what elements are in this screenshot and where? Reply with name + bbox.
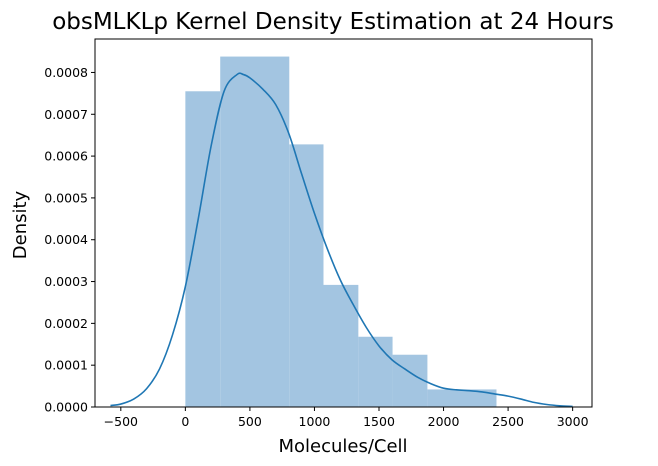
y-tick-label: 0.0004 (44, 232, 88, 247)
histogram-bar-1 (220, 56, 290, 408)
x-tick-label: 3000 (557, 414, 589, 429)
kde-curve (110, 72, 573, 408)
x-tick-label: 1000 (299, 414, 331, 429)
histogram-bar-2 (289, 144, 324, 407)
histogram-bars (185, 56, 497, 408)
x-tick-label: 500 (238, 414, 262, 429)
histogram-bar-3 (323, 284, 359, 407)
x-tick-label: 2500 (492, 414, 524, 429)
y-axis-ticks: 0.0000 0.0001 0.0002 0.0003 0.0004 0.0005 0.00… (44, 65, 95, 415)
y-tick-label: 0.0001 (44, 358, 88, 373)
histogram-bar-6 (427, 389, 497, 407)
histogram-bar-0 (185, 91, 221, 407)
y-tick-label: 0.0002 (44, 316, 88, 331)
histogram-bar-4 (358, 336, 393, 407)
chart-title: obsMLKLp Kernel Density Estimation at 24… (52, 9, 614, 35)
y-tick-label: 0.0006 (44, 149, 88, 164)
histogram-bar-5 (392, 354, 428, 407)
y-tick-label: 0.0008 (44, 65, 88, 80)
x-axis-ticks: −500 0 500 1000 1500 2000 2500 3000 (104, 407, 589, 429)
y-axis-title: Density (10, 190, 31, 259)
x-tick-label: 2000 (428, 414, 460, 429)
x-tick-label: −500 (104, 414, 138, 429)
x-tick-label: 1500 (363, 414, 395, 429)
x-tick-label: 0 (181, 414, 189, 429)
y-tick-label: 0.0007 (44, 107, 88, 122)
y-tick-label: 0.0003 (44, 274, 88, 289)
plot-frame (94, 38, 593, 408)
x-axis-title: Molecules/Cell (278, 436, 407, 457)
y-tick-label: 0.0005 (44, 190, 88, 205)
y-tick-label: 0.0000 (44, 400, 88, 415)
